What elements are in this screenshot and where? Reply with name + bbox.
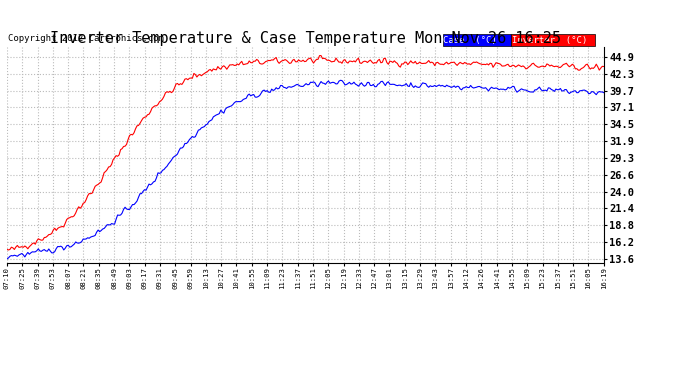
Title: Inverter Temperature & Case Temperature Mon Nov 26 16:25: Inverter Temperature & Case Temperature … bbox=[50, 31, 561, 46]
Text: Inverter  (°C): Inverter (°C) bbox=[512, 36, 587, 45]
FancyBboxPatch shape bbox=[442, 34, 511, 46]
FancyBboxPatch shape bbox=[511, 34, 595, 46]
Text: Copyright 2012 Cartronics.com: Copyright 2012 Cartronics.com bbox=[8, 34, 164, 43]
Text: Case  (°C): Case (°C) bbox=[443, 36, 497, 45]
